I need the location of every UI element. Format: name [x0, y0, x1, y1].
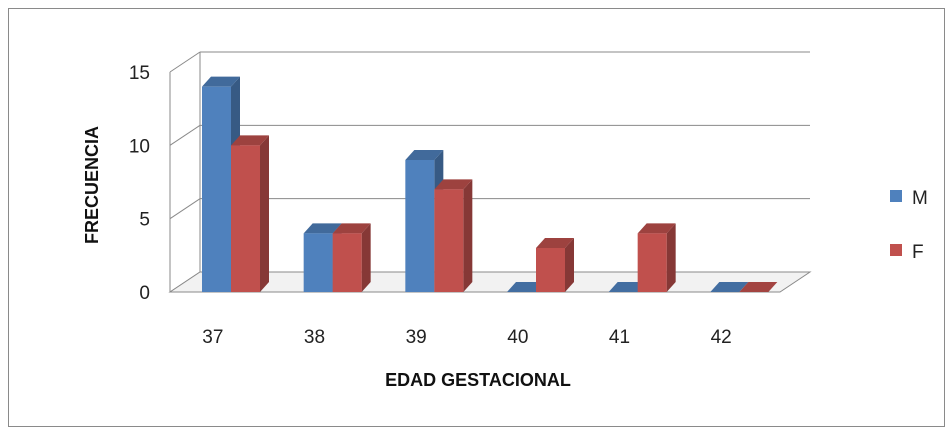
- bar-top: [710, 282, 749, 292]
- x-tick-label: 41: [609, 327, 630, 348]
- legend-label-M: M: [912, 188, 928, 209]
- bar-front: [637, 233, 667, 292]
- legend-swatch-M: [890, 190, 902, 202]
- gridline-side: [169, 198, 201, 220]
- bar-top: [332, 223, 371, 234]
- bar-front: [231, 145, 260, 292]
- bar-F-42: [739, 282, 778, 292]
- x-tick-label: 42: [711, 327, 732, 348]
- bar-side: [361, 223, 371, 292]
- legend: MF: [890, 188, 928, 263]
- bar-front: [405, 160, 435, 292]
- y-tick-label: 15: [129, 63, 150, 84]
- bar-front: [332, 233, 362, 292]
- bar-top: [202, 76, 240, 87]
- bar-top: [536, 238, 574, 248]
- y-tick-label: 5: [139, 210, 150, 231]
- bar-side: [565, 238, 574, 292]
- bar-side: [463, 179, 473, 292]
- bar-side: [666, 223, 676, 292]
- bar-front: [202, 86, 231, 293]
- bar-side: [260, 135, 269, 292]
- bar-top: [231, 135, 269, 146]
- bar-top: [507, 282, 545, 292]
- bar-top: [303, 223, 342, 234]
- x-axis-title: EDAD GESTACIONAL: [385, 370, 571, 390]
- bar-top: [637, 223, 676, 234]
- x-tick-label: 38: [304, 327, 325, 348]
- bars: [202, 76, 778, 293]
- bar-front: [303, 233, 333, 292]
- x-tick-label: 37: [202, 327, 223, 348]
- x-tick-label: 40: [507, 327, 528, 348]
- legend-swatch-F: [890, 244, 902, 256]
- bar-M-39: [405, 150, 444, 292]
- x-tick-labels: 37 38 39 40 41 42: [202, 327, 731, 348]
- x-tick-label: 39: [406, 327, 427, 348]
- bar-front: [536, 248, 565, 292]
- bar-front: [434, 189, 464, 292]
- bar-F-39: [434, 179, 473, 292]
- legend-label-F: F: [912, 242, 924, 263]
- chart-border: [8, 8, 945, 427]
- y-tick-label: 0: [139, 283, 150, 304]
- gridline-side: [169, 124, 201, 146]
- bar-F-37: [231, 135, 269, 292]
- bar-top: [434, 179, 473, 190]
- y-axis-title: FRECUENCIA: [82, 126, 102, 244]
- bar-F-41: [637, 223, 676, 292]
- bar-F-40: [536, 238, 574, 292]
- bar-M-42: [710, 282, 749, 292]
- y-tick-labels: 0 5 10 15: [129, 63, 150, 304]
- bar-M-40: [507, 282, 545, 292]
- bar-top: [608, 282, 647, 292]
- bar-top: [739, 282, 778, 292]
- bar-M-41: [608, 282, 647, 292]
- y-tick-label: 10: [129, 136, 150, 157]
- gridline-side: [169, 51, 201, 73]
- bar-F-38: [332, 223, 371, 292]
- bar-top: [405, 150, 444, 160]
